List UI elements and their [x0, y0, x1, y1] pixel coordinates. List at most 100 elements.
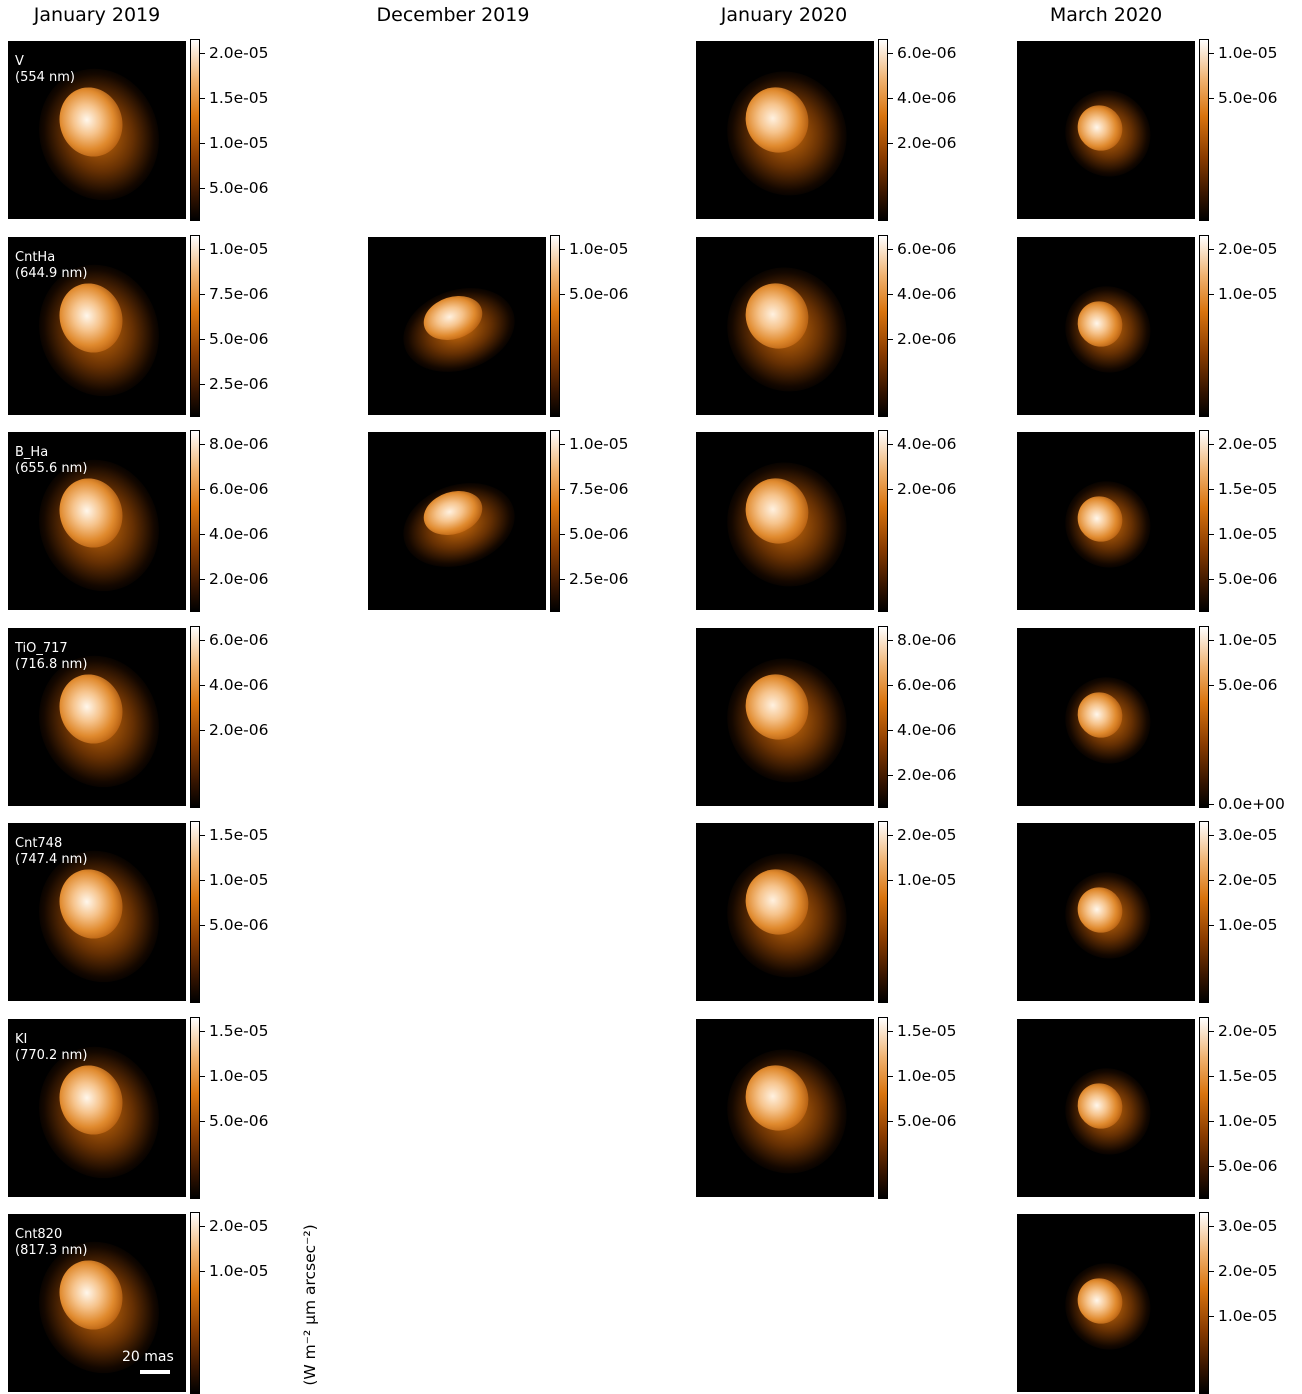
colorbar-tick — [888, 1121, 893, 1122]
star-image-panel: Cnt748 (747.4 nm) — [8, 823, 186, 1001]
colorbar-tick — [1209, 294, 1214, 295]
colorbar-tick-label: 2.0e-06 — [897, 766, 957, 784]
colorbar-tick — [888, 98, 893, 99]
filter-label: B_Ha (655.6 nm) — [15, 445, 88, 476]
colorbar-tick — [888, 249, 893, 250]
colorbar-tick — [888, 1076, 893, 1077]
colorbar — [190, 235, 200, 417]
colorbar-tick — [200, 53, 205, 54]
colorbar-tick — [888, 294, 893, 295]
colorbar-tick — [200, 339, 205, 340]
colorbar-tick — [200, 534, 205, 535]
star-image-panel: CntHa (644.9 nm) — [8, 237, 186, 415]
colorbar-tick — [1209, 685, 1214, 686]
colorbar-tick — [200, 188, 205, 189]
colorbar-tick-label: 6.0e-06 — [897, 676, 957, 694]
colorbar — [878, 235, 888, 417]
colorbar-tick-label: 1.0e-05 — [1218, 916, 1278, 934]
colorbar-tick — [560, 489, 565, 490]
colorbar-tick-label: 4.0e-06 — [897, 435, 957, 453]
colorbar-tick — [888, 444, 893, 445]
colorbar — [1199, 626, 1209, 808]
colorbar-tick — [200, 1076, 205, 1077]
column-title-dec-2019: December 2019 — [376, 4, 530, 26]
colorbar — [550, 430, 560, 612]
colorbar-tick — [1209, 804, 1214, 805]
colorbar-tick — [200, 384, 205, 385]
colorbar-tick — [200, 835, 205, 836]
colorbar-tick — [560, 534, 565, 535]
colorbar — [190, 39, 200, 221]
star-image-panel — [1017, 41, 1195, 219]
colorbar-tick-label: 6.0e-06 — [897, 44, 957, 62]
colorbar-tick-label: 2.0e-05 — [209, 44, 269, 62]
colorbar — [190, 626, 200, 808]
star-image-panel — [368, 237, 546, 415]
colorbar-tick-label: 2.0e-06 — [897, 480, 957, 498]
colorbar-tick-label: 5.0e-06 — [209, 1112, 269, 1130]
colorbar-tick-label: 5.0e-06 — [1218, 89, 1278, 107]
colorbar — [878, 821, 888, 1003]
colorbar-tick-label: 2.0e-06 — [209, 721, 269, 739]
filter-label: KI (770.2 nm) — [15, 1032, 88, 1063]
colorbar-tick-label: 1.0e-05 — [1218, 631, 1278, 649]
star-image-panel — [1017, 823, 1195, 1001]
colorbar-tick — [200, 685, 205, 686]
star-image-panel — [1017, 1019, 1195, 1197]
colorbar-tick-label: 1.0e-05 — [1218, 1112, 1278, 1130]
colorbar — [1199, 430, 1209, 612]
star-image-panel — [696, 628, 874, 806]
colorbar-tick — [200, 640, 205, 641]
star-image-panel — [696, 432, 874, 610]
star-image-panel — [696, 237, 874, 415]
colorbar-tick-label: 1.0e-05 — [209, 240, 269, 258]
colorbar-tick — [888, 685, 893, 686]
colorbar-tick-label: 1.0e-05 — [1218, 525, 1278, 543]
colorbar-tick-label: 0.0e+00 — [1218, 795, 1285, 813]
colorbar-tick — [888, 640, 893, 641]
colorbar-tick-label: 6.0e-06 — [897, 240, 957, 258]
colorbar-tick-label: 2.0e-05 — [1218, 871, 1278, 889]
filter-label: Cnt820 (817.3 nm) — [15, 1227, 88, 1258]
colorbar-tick-label: 2.0e-06 — [209, 570, 269, 588]
colorbar-tick — [560, 294, 565, 295]
scale-bar — [140, 1370, 170, 1374]
colorbar-tick — [1209, 1076, 1214, 1077]
colorbar-tick — [1209, 1316, 1214, 1317]
colorbar-tick — [200, 249, 205, 250]
colorbar — [878, 430, 888, 612]
star-image-panel: V (554 nm) — [8, 41, 186, 219]
colorbar-tick — [1209, 1121, 1214, 1122]
star-image-panel — [1017, 628, 1195, 806]
star-image-panel: KI (770.2 nm) — [8, 1019, 186, 1197]
colorbar-tick-label: 1.0e-05 — [1218, 285, 1278, 303]
filter-label: V (554 nm) — [15, 54, 75, 85]
colorbar-tick — [200, 294, 205, 295]
colorbar-tick-label: 4.0e-06 — [897, 721, 957, 739]
colorbar-tick — [888, 730, 893, 731]
colorbar — [190, 1212, 200, 1394]
colorbar-tick-label: 4.0e-06 — [897, 89, 957, 107]
colorbar-tick — [1209, 640, 1214, 641]
colorbar-tick-label: 1.0e-05 — [209, 134, 269, 152]
colorbar — [1199, 821, 1209, 1003]
colorbar-tick — [200, 730, 205, 731]
colorbar-tick-label: 1.5e-05 — [1218, 1067, 1278, 1085]
colorbar-tick-label: 1.5e-05 — [209, 1022, 269, 1040]
colorbar-tick-label: 5.0e-06 — [209, 179, 269, 197]
star-image-panel — [1017, 1214, 1195, 1392]
colorbar — [878, 39, 888, 221]
star-image-panel: Cnt820 (817.3 nm) 20 mas — [8, 1214, 186, 1392]
colorbar-tick — [1209, 925, 1214, 926]
colorbar-tick-label: 5.0e-06 — [209, 916, 269, 934]
colorbar-tick-label: 2.0e-05 — [1218, 435, 1278, 453]
colorbar-tick — [888, 339, 893, 340]
colorbar-tick — [1209, 1271, 1214, 1272]
colorbar-tick — [200, 489, 205, 490]
colorbar-unit-label: (W m⁻² μm arcsec⁻²) — [301, 1224, 319, 1386]
colorbar-tick-label: 2.0e-06 — [897, 330, 957, 348]
colorbar-tick — [1209, 1031, 1214, 1032]
colorbar — [878, 1017, 888, 1199]
star-image-panel — [1017, 432, 1195, 610]
colorbar-tick-label: 2.0e-05 — [1218, 1262, 1278, 1280]
